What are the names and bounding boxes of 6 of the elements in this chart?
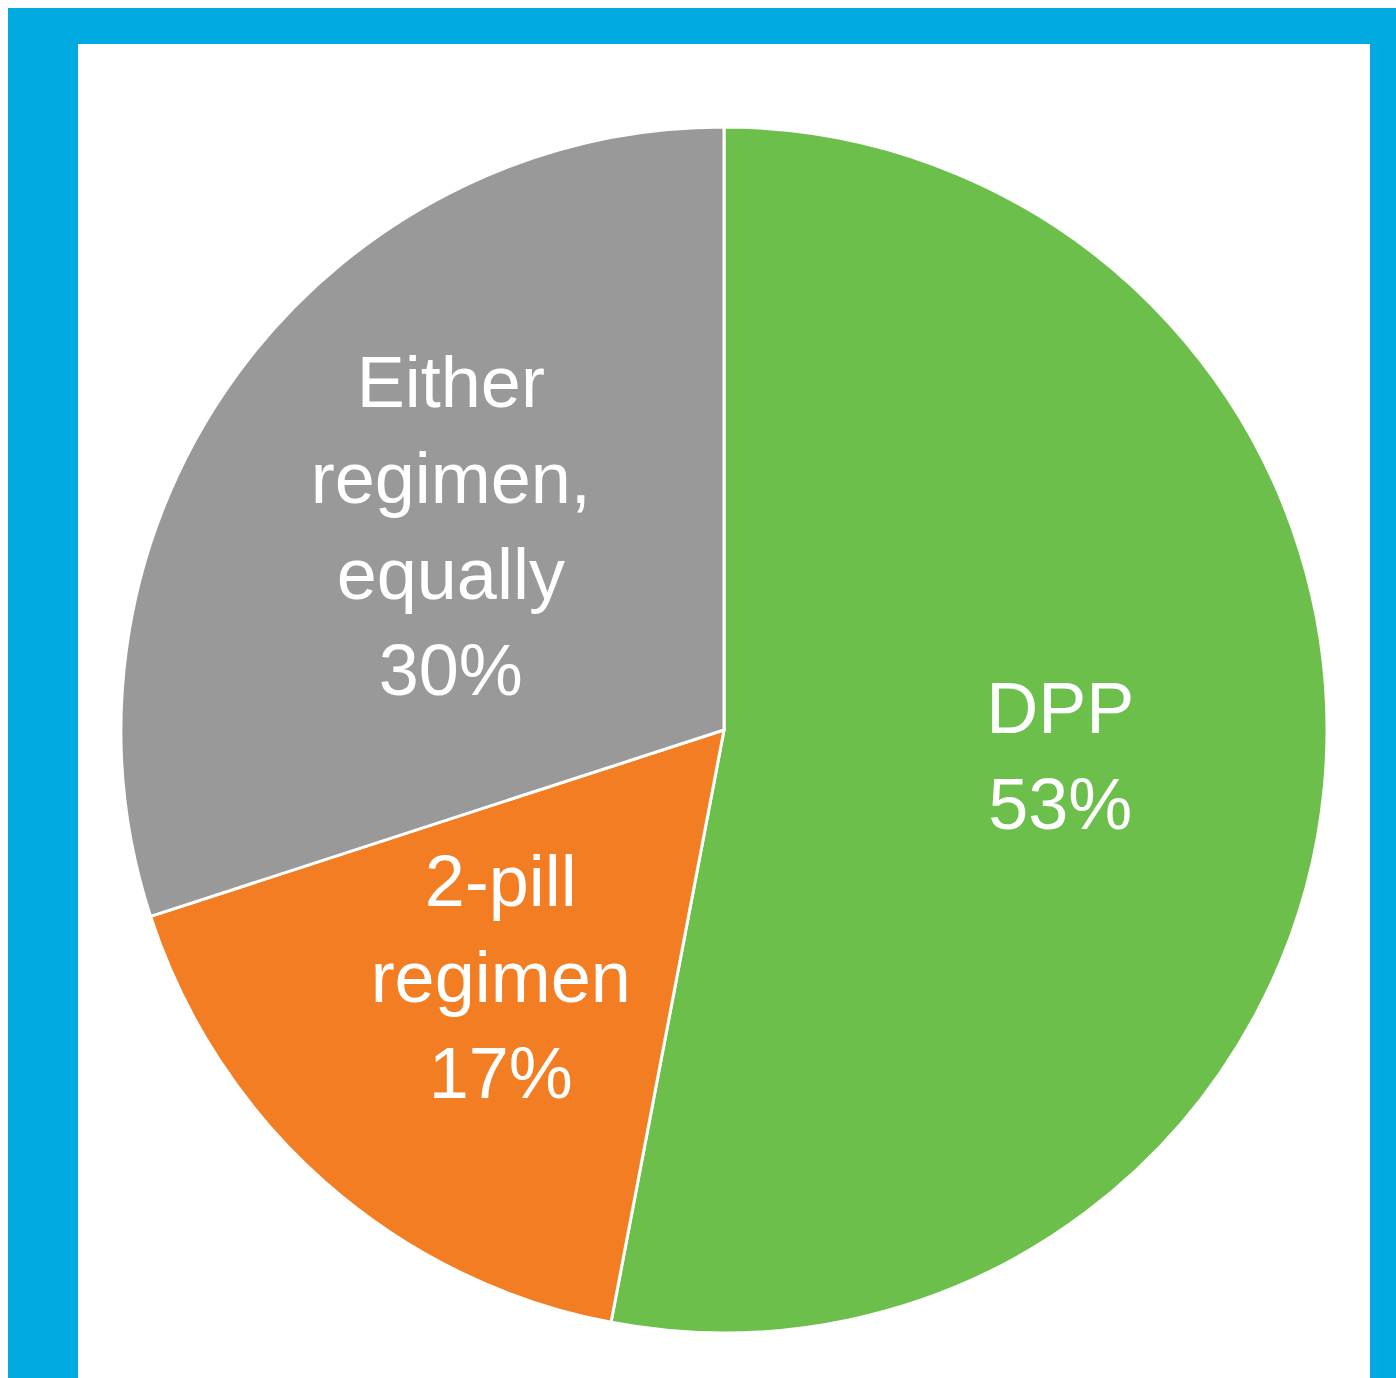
- slice-label: Either regimen, equally: [310, 341, 591, 614]
- data-label: 53%: [988, 763, 1133, 844]
- data-label: 17%: [428, 1033, 573, 1114]
- slice-label: DPP: [986, 667, 1135, 748]
- slice-label: 2-pill regimen: [370, 841, 631, 1018]
- data-label: 30%: [378, 629, 523, 710]
